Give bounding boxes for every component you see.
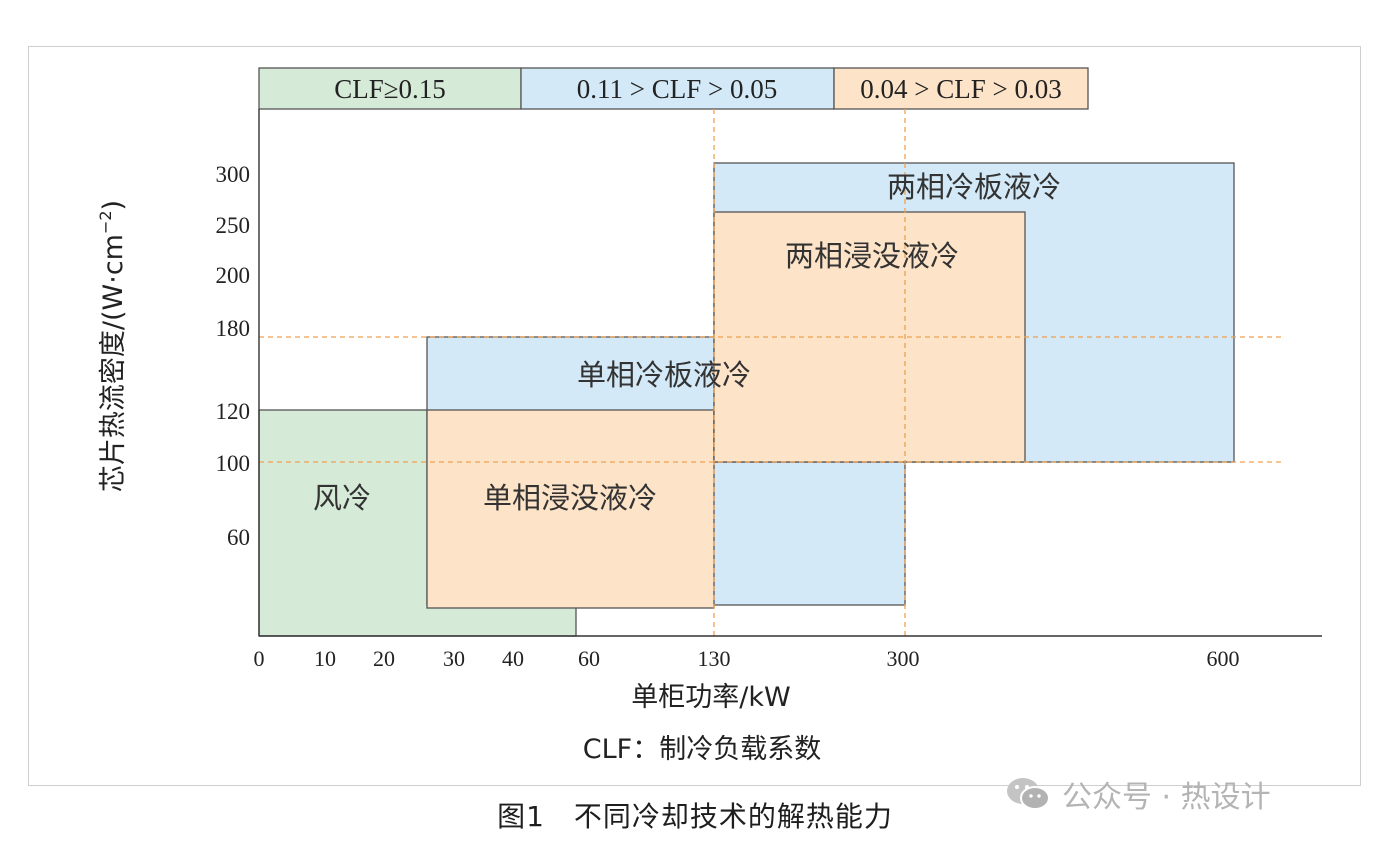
region-label-single-phase-cold-plate: 单相冷板液冷: [577, 358, 751, 392]
y-tick-label: 180: [216, 316, 251, 341]
x-tick-labels: 0 10 20 30 40 60 130 300 600: [254, 646, 1240, 671]
regions: [258, 162, 1235, 637]
clf-legend-label-1: CLF≥0.15: [334, 74, 446, 104]
figure-frame: [28, 46, 1361, 786]
y-tick-label: 300: [216, 162, 251, 187]
wechat-icon: [1007, 778, 1050, 810]
y-axis-title-close: ): [98, 200, 129, 211]
clf-note: CLF：制冷负载系数: [583, 734, 821, 765]
x-tick-label: 30: [443, 646, 465, 671]
x-tick-label: 130: [698, 646, 731, 671]
x-tick-label: 60: [578, 646, 600, 671]
region-label-two-phase-immersion: 两相浸没液冷: [785, 239, 959, 273]
x-tick-label: 0: [254, 646, 265, 671]
clf-legend-swatch-3: [833, 67, 1089, 110]
region-label-air-cooling: 风冷: [313, 481, 371, 515]
region-label-single-phase-immersion: 单相浸没液冷: [483, 481, 657, 515]
region-single-phase-immersion: [426, 409, 715, 609]
watermark: 公众号 · 热设计: [1004, 770, 1271, 818]
clf-legend-label-3: 0.04 > CLF > 0.03: [860, 74, 1061, 104]
reference-lines: [259, 109, 1282, 636]
watermark-text: 公众号 · 热设计: [1062, 780, 1271, 815]
y-tick-label: 250: [216, 213, 251, 238]
clf-legend: CLF≥0.15 0.11 > CLF > 0.05 0.04 > CLF > …: [258, 67, 1089, 110]
axes: [258, 109, 1322, 637]
figure-caption: 图1 不同冷却技术的解热能力: [497, 800, 893, 833]
region-labels: 风冷 单相冷板液冷 单相浸没液冷 两相冷板液冷 两相浸没液冷: [313, 170, 1061, 515]
y-axis-title: 芯片热流密度/(W·cm−2): [96, 200, 129, 492]
y-tick-labels: 60 100 120 180 200 250 300: [216, 162, 251, 550]
y-tick-label: 100: [216, 451, 251, 476]
y-tick-label: 200: [216, 263, 251, 288]
clf-legend-label-2: 0.11 > CLF > 0.05: [577, 74, 777, 104]
y-axis-title-main: 芯片热流密度/(W·cm: [98, 234, 129, 492]
y-axis-title-sup: −2: [96, 210, 115, 234]
y-tick-label: 120: [216, 399, 251, 424]
x-tick-label: 300: [887, 646, 920, 671]
clf-legend-swatch-2: [520, 67, 835, 110]
clf-legend-swatch-1: [258, 67, 522, 110]
region-label-two-phase-cold-plate: 两相冷板液冷: [887, 170, 1061, 204]
x-tick-label: 600: [1207, 646, 1240, 671]
x-tick-label: 20: [373, 646, 395, 671]
x-axis-title: 单柜功率/kW: [631, 682, 790, 713]
x-tick-label: 10: [314, 646, 336, 671]
x-tick-label: 40: [502, 646, 524, 671]
y-tick-label: 60: [227, 525, 250, 550]
